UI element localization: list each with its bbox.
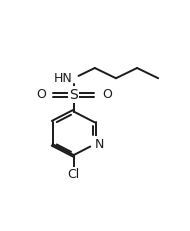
Text: N: N: [95, 138, 105, 151]
Text: O: O: [36, 88, 46, 101]
Text: Cl: Cl: [68, 168, 80, 181]
Text: O: O: [102, 88, 112, 101]
Text: S: S: [69, 88, 78, 102]
Text: HN: HN: [53, 72, 72, 85]
